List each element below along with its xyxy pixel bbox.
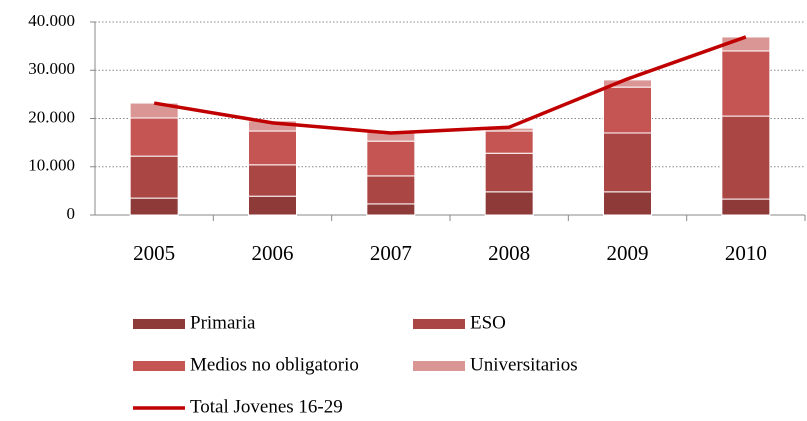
bar-segment: [721, 198, 771, 216]
bar-segment: [366, 140, 416, 177]
bar-segment: [603, 86, 652, 134]
bar-segment: [484, 130, 534, 154]
x-tick-label: 2007: [370, 241, 412, 265]
legend-key: [133, 361, 185, 371]
legend-key: [413, 319, 465, 329]
legend-label: Medios no obligatorio: [190, 354, 359, 375]
x-tick-label: 2010: [725, 241, 767, 265]
bar-segment: [248, 164, 297, 197]
legend-label: Total Jovenes 16-29: [190, 396, 343, 417]
legend-key: [133, 319, 185, 329]
line-series: [153, 35, 747, 135]
bar-segment: [721, 50, 771, 117]
legend-key: [413, 361, 465, 371]
bar-segment: [248, 130, 297, 166]
y-tick-label: 10.000: [28, 156, 75, 175]
y-tick-label: 30.000: [28, 59, 75, 78]
bar-segment: [603, 132, 652, 193]
bar-segment: [484, 152, 534, 193]
x-tick-label: 2009: [607, 241, 649, 265]
legend-label: Universitarios: [470, 354, 578, 375]
bar-segment: [129, 155, 179, 199]
bar-segment: [129, 117, 179, 157]
bar-segment: [721, 115, 771, 200]
bar-segment: [129, 197, 179, 216]
x-tick-label: 2006: [252, 241, 294, 265]
legend-label: Primaria: [190, 312, 256, 333]
bar-segment: [484, 191, 534, 216]
y-tick-label: 0: [67, 204, 76, 223]
bar-segment: [366, 203, 416, 216]
y-tick-label: 40.000: [28, 11, 75, 30]
x-tick-label: 2008: [488, 241, 530, 265]
legend-label: ESO: [470, 312, 506, 333]
y-tick-label: 20.000: [28, 107, 75, 126]
bar-segment: [603, 191, 652, 216]
x-tick-label: 2005: [133, 241, 175, 265]
bar-segment: [366, 175, 416, 205]
bar-segment: [248, 195, 297, 216]
